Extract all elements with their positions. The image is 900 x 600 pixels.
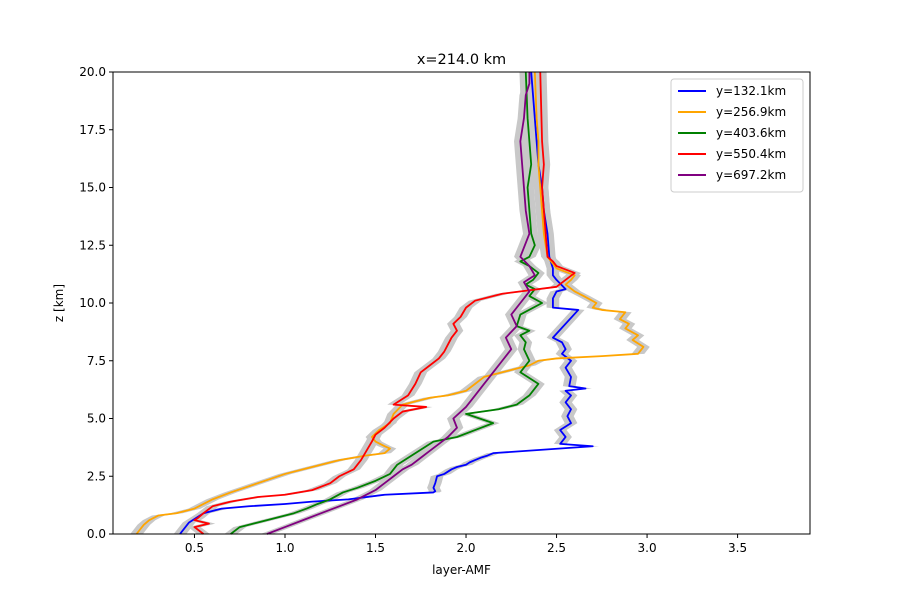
y-tick-label: 12.5 xyxy=(79,238,106,252)
x-tick-label: 2.0 xyxy=(456,541,475,555)
legend-label: y=697.2km xyxy=(716,168,786,182)
y-axis-label: z [km] xyxy=(52,284,66,322)
x-tick-label: 2.5 xyxy=(547,541,566,555)
series-lines xyxy=(135,71,645,535)
legend-label: y=132.1km xyxy=(716,84,786,98)
y-tick-label: 2.5 xyxy=(87,469,106,483)
y-tick-label: 17.5 xyxy=(79,123,106,137)
legend-label: y=550.4km xyxy=(716,147,786,161)
x-tick-label: 0.5 xyxy=(185,541,204,555)
series-line-1 xyxy=(179,71,594,535)
x-tick-label: 3.0 xyxy=(638,541,657,555)
series-line-2 xyxy=(135,71,645,535)
legend: y=132.1km y=256.9km y=403.6km y=550.4km y=69… xyxy=(670,78,804,193)
y-tick-label: 7.5 xyxy=(87,354,106,368)
y-tick-label: 15.0 xyxy=(79,181,106,195)
y-tick-label: 5.0 xyxy=(87,412,106,426)
legend-box xyxy=(670,78,804,193)
series-line-4 xyxy=(193,71,576,535)
legend-label: y=256.9km xyxy=(716,105,786,119)
chart-title: x=214.0 km xyxy=(417,52,506,68)
x-axis-label: layer-AMF xyxy=(432,563,491,577)
axes: 0.5 1.0 1.5 2.0 2.5 3.0 3.5 0.0 2.5 5.0 7.5 10.0 12.… xyxy=(79,65,747,555)
y-tick-label: 20.0 xyxy=(79,65,106,79)
x-tick-label: 1.5 xyxy=(366,541,385,555)
x-tick-label: 1.0 xyxy=(275,541,294,555)
series-line-5 xyxy=(266,72,536,535)
legend-label: y=403.6km xyxy=(716,126,786,140)
x-tick-label: 3.5 xyxy=(728,541,747,555)
series-line-3 xyxy=(230,71,543,535)
plot-frame xyxy=(112,71,811,535)
y-tick-label: 0.0 xyxy=(87,527,106,541)
y-tick-label: 10.0 xyxy=(79,296,106,310)
